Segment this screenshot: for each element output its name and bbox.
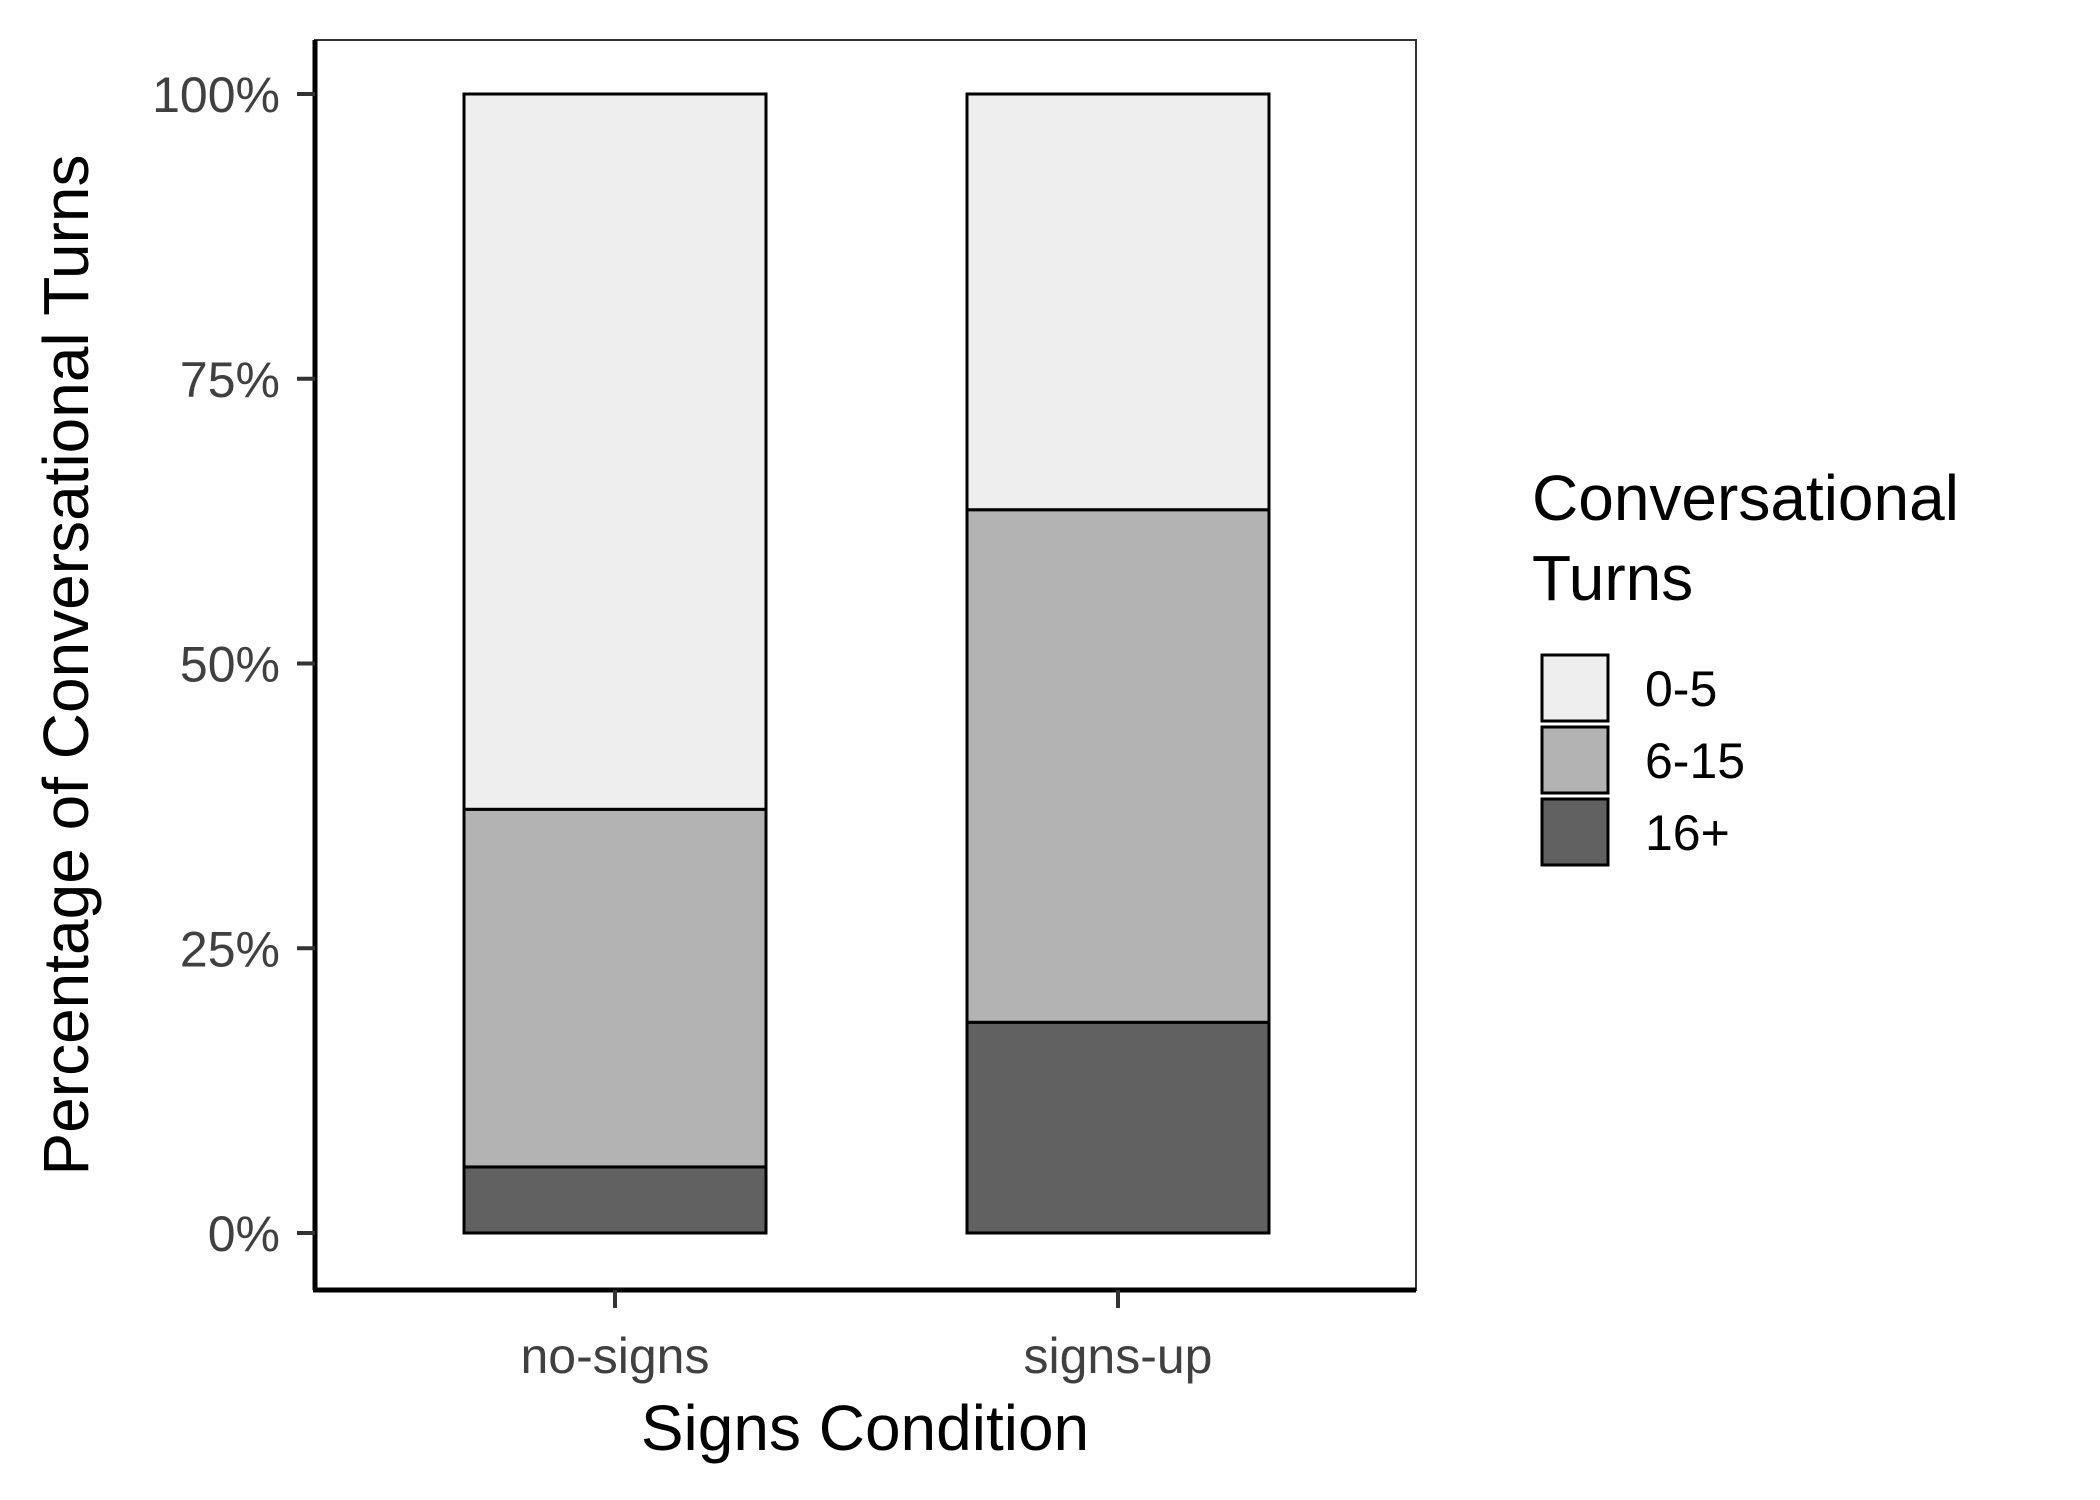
legend-title-line-2: Turns <box>1532 542 1693 614</box>
legend-key-16+ <box>1540 797 1610 867</box>
legend-key-6-15 <box>1540 725 1610 795</box>
legend: Conversational Turns 0-5 6-15 16+ <box>1532 462 1959 867</box>
x-tick-label: no-signs <box>521 1328 710 1384</box>
legend-label: 16+ <box>1645 805 1730 861</box>
legend-keys-group: 0-5 6-15 16+ <box>1540 653 1745 867</box>
bar-segment-signs-up-0-5 <box>965 92 1271 512</box>
bar-segment-signs-up-16+ <box>965 1020 1271 1235</box>
legend-key-0-5 <box>1540 653 1610 723</box>
legend-label: 0-5 <box>1645 661 1717 717</box>
y-axis-title: Percentage of Conversational Turns <box>30 154 102 1175</box>
y-tick-label: 25% <box>180 921 280 977</box>
legend-title-line-1: Conversational <box>1532 462 1959 534</box>
x-axis-title: Signs Condition <box>641 1392 1089 1464</box>
y-ticks-group: 0% 25% 50% 75% 100% <box>152 67 315 1262</box>
y-tick-label: 50% <box>180 637 280 693</box>
y-tick-label: 100% <box>152 67 280 123</box>
y-tick-label: 75% <box>180 352 280 408</box>
x-ticks-group: no-signs signs-up <box>521 1290 1213 1384</box>
y-tick-label: 0% <box>208 1206 280 1262</box>
bars-group <box>462 92 1271 1235</box>
bar-segment-no-signs-6-15 <box>462 807 768 1169</box>
bar-segment-signs-up-6-15 <box>965 508 1271 1024</box>
x-tick-label: signs-up <box>1024 1328 1213 1384</box>
bar-segment-no-signs-0-5 <box>462 92 768 811</box>
legend-label: 6-15 <box>1645 733 1745 789</box>
bar-segment-no-signs-16+ <box>462 1165 768 1235</box>
